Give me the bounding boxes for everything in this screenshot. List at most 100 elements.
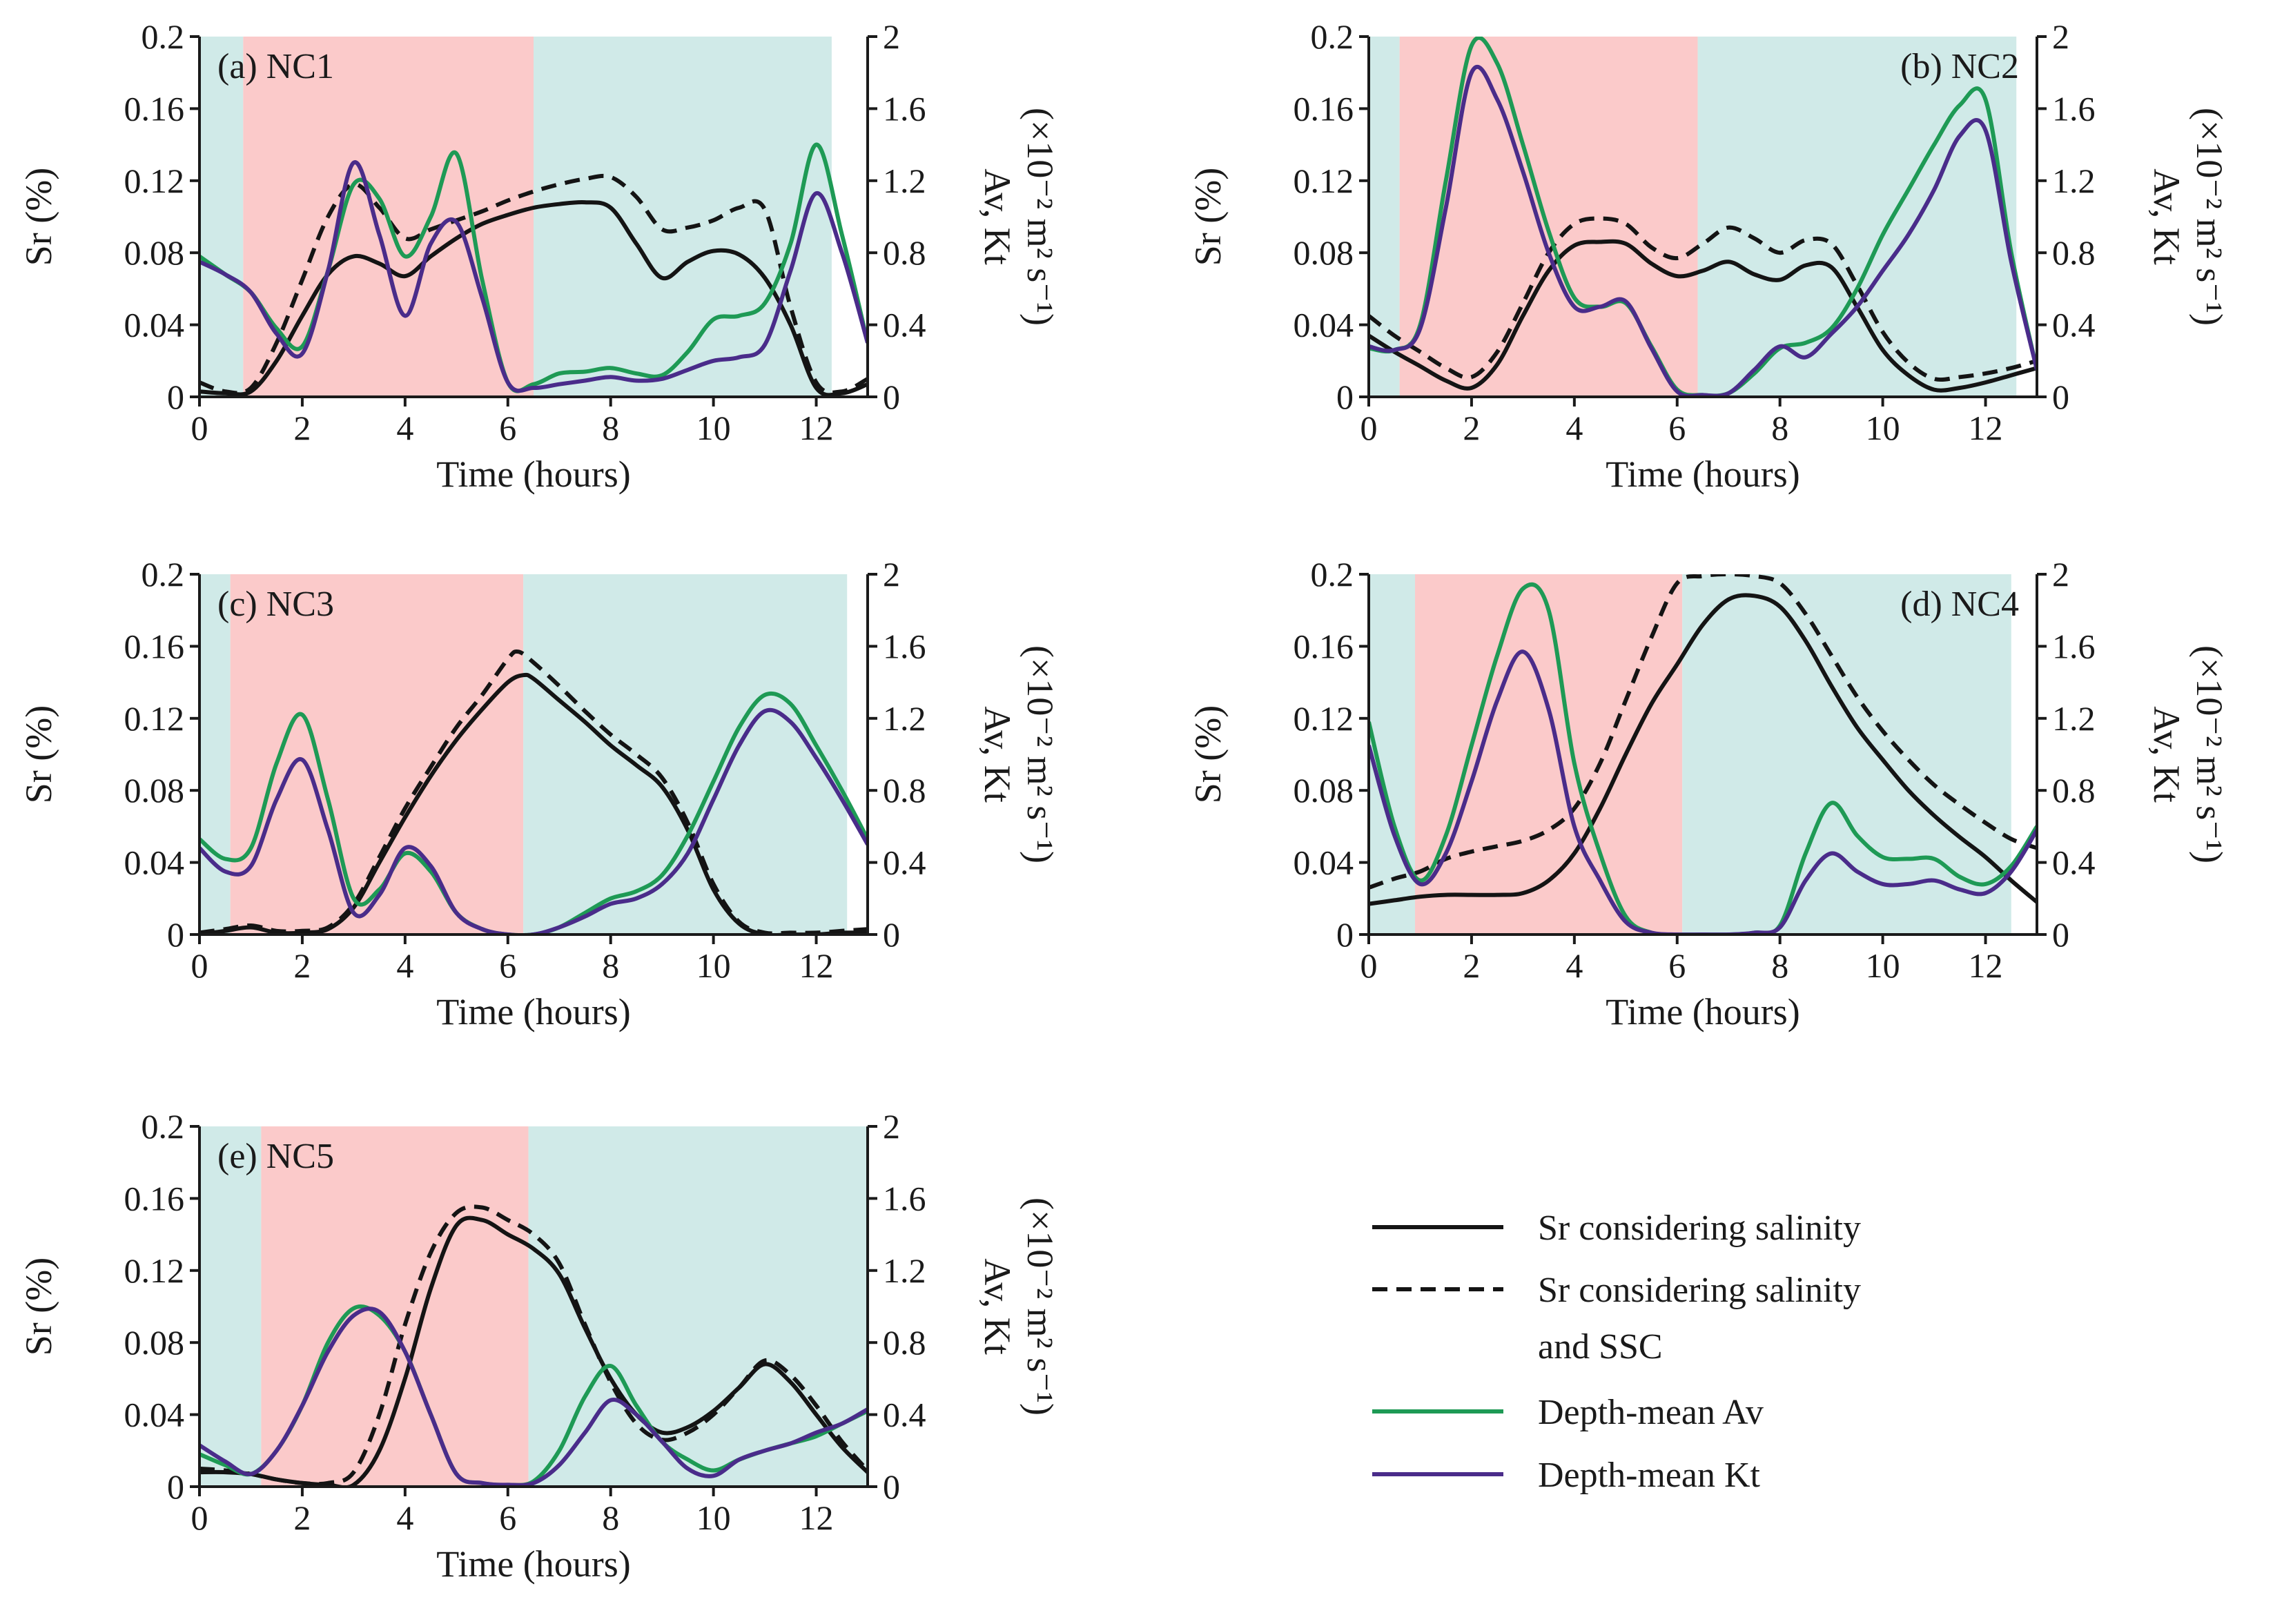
- x-tick-label: 2: [293, 1498, 311, 1537]
- x-tick-label: 12: [799, 1498, 834, 1537]
- y-tick-label: 0.04: [124, 843, 185, 882]
- y2-axis-unit-label: (×10⁻² m² s⁻¹): [2189, 108, 2230, 326]
- y2-tick-label: 1.2: [2052, 699, 2096, 738]
- y-tick-label: 0: [1336, 378, 1354, 416]
- y2-axis-unit-label: (×10⁻² m² s⁻¹): [1020, 108, 1061, 326]
- x-tick-label: 12: [1969, 409, 2003, 447]
- x-tick-label: 12: [799, 946, 834, 985]
- y2-tick-label: 2: [883, 1107, 900, 1146]
- y-tick-label: 0: [167, 1467, 184, 1506]
- x-tick-label: 8: [602, 409, 619, 447]
- x-axis-label: Time (hours): [436, 1543, 631, 1585]
- y2-tick-label: 1.6: [883, 627, 926, 665]
- x-tick-label: 4: [1565, 409, 1583, 447]
- y-tick-label: 0.12: [124, 1251, 185, 1290]
- x-tick-label: 4: [396, 409, 413, 447]
- tide-phase-ebb-band: [230, 574, 524, 935]
- y2-axis-label: Av, Kt: [977, 1258, 1018, 1354]
- y2-tick-label: 1.2: [883, 162, 926, 200]
- y-tick-label: 0.08: [1294, 771, 1354, 810]
- x-tick-label: 0: [1360, 946, 1378, 985]
- y2-tick-label: 0.4: [883, 306, 926, 344]
- y-tick-label: 0.12: [1294, 699, 1354, 738]
- x-tick-label: 6: [1668, 946, 1686, 985]
- tide-phase-flood-band: [534, 37, 832, 397]
- y-axis-label: Sr (%): [18, 705, 59, 803]
- x-tick-label: 10: [1866, 946, 1900, 985]
- y2-tick-label: 1.6: [2052, 89, 2096, 128]
- legend-label-av: Depth-mean Av: [1538, 1393, 1764, 1432]
- series-line-av: [1369, 582, 2037, 935]
- tide-phase-flood-band: [1697, 37, 2017, 397]
- x-tick-label: 6: [499, 946, 516, 985]
- series-line-sr-ssc: [199, 649, 868, 935]
- y2-tick-label: 0: [883, 915, 900, 954]
- x-tick-label: 4: [1565, 946, 1583, 985]
- y2-axis-label: Av, Kt: [977, 706, 1018, 802]
- panel-b: 0 2 4 6 8 10 12 0 0.04 0.08 0.12 0.16 0.2 0 0.4 0.8 1.2 1…: [1187, 17, 2230, 495]
- legend: Sr considering salinity Sr considering s…: [1372, 1209, 1861, 1495]
- y2-tick-label: 0.8: [883, 771, 926, 810]
- y2-tick-label: 0.8: [883, 233, 926, 272]
- series-line-sr-ssc: [1369, 574, 2037, 890]
- y2-tick-label: 0.8: [2052, 771, 2096, 810]
- tide-phase-flood-band: [523, 574, 848, 935]
- tide-phase-flood-band: [199, 37, 244, 397]
- x-tick-label: 8: [1771, 409, 1788, 447]
- y2-tick-label: 0: [883, 1467, 900, 1506]
- x-tick-label: 6: [499, 1498, 516, 1537]
- x-tick-label: 12: [1969, 946, 2003, 985]
- y2-axis-label: Av, Kt: [2146, 706, 2187, 802]
- series-line-sr-sal: [1369, 239, 2037, 393]
- x-tick-label: 6: [499, 409, 516, 447]
- x-axis-label: Time (hours): [1606, 453, 1800, 495]
- x-tick-label: 0: [191, 409, 208, 447]
- panel-e: 0 2 4 6 8 10 12 0 0.04 0.08 0.12 0.16 0.2 0 0.4 0.8 1.2 1…: [18, 1107, 1061, 1585]
- y-tick-label: 0.04: [124, 306, 185, 344]
- series-line-sr-ssc: [199, 1204, 868, 1487]
- y-tick-label: 0.04: [1294, 843, 1354, 882]
- series-group: [199, 649, 868, 935]
- y-tick-label: 0.2: [142, 555, 185, 594]
- y-axis-label: Sr (%): [1187, 705, 1229, 803]
- series-line-sr-ssc: [1369, 216, 2037, 382]
- legend-label-kt: Depth-mean Kt: [1538, 1456, 1761, 1495]
- y-tick-label: 0.2: [1311, 555, 1354, 594]
- y-tick-label: 0.08: [124, 771, 185, 810]
- tide-phase-flood-band: [199, 1126, 262, 1487]
- y2-tick-label: 0: [2052, 915, 2069, 954]
- y2-tick-label: 1.2: [2052, 162, 2096, 200]
- x-tick-label: 4: [396, 1498, 413, 1537]
- series-line-kt: [199, 707, 868, 935]
- y2-axis-unit-label: (×10⁻² m² s⁻¹): [1020, 1197, 1061, 1416]
- panel-title: (b) NC2: [1900, 47, 2019, 86]
- y2-tick-label: 0.8: [2052, 233, 2096, 272]
- x-tick-label: 0: [191, 1498, 208, 1537]
- y-tick-label: 0.08: [124, 233, 185, 272]
- y-tick-label: 0.2: [142, 1107, 185, 1146]
- y-tick-label: 0: [1336, 915, 1354, 954]
- series-line-sr-sal: [199, 1215, 868, 1487]
- y2-tick-label: 1.2: [883, 1251, 926, 1290]
- y2-tick-label: 1.2: [883, 699, 926, 738]
- y2-tick-label: 0.8: [883, 1323, 926, 1362]
- x-tick-label: 10: [696, 946, 731, 985]
- x-tick-label: 10: [696, 409, 731, 447]
- y-axis-label: Sr (%): [18, 1258, 59, 1356]
- y2-axis-unit-label: (×10⁻² m² s⁻¹): [1020, 645, 1061, 863]
- x-tick-label: 10: [696, 1498, 731, 1537]
- y-tick-label: 0.16: [1294, 89, 1354, 128]
- series-group: [199, 1204, 868, 1487]
- y-tick-label: 0.16: [124, 89, 185, 128]
- tide-phase-flood-band: [528, 1126, 868, 1487]
- y-tick-label: 0.16: [1294, 627, 1354, 665]
- tide-phase-ebb-band: [261, 1126, 529, 1487]
- y-tick-label: 0.08: [1294, 233, 1354, 272]
- panel-d: 0 2 4 6 8 10 12 0 0.04 0.08 0.12 0.16 0.2 0 0.4 0.8 1.2 1…: [1187, 555, 2230, 1033]
- x-tick-label: 2: [293, 946, 311, 985]
- y2-tick-label: 0: [2052, 378, 2069, 416]
- series-group: [199, 142, 868, 397]
- x-tick-label: 8: [1771, 946, 1788, 985]
- y-tick-label: 0.12: [124, 162, 185, 200]
